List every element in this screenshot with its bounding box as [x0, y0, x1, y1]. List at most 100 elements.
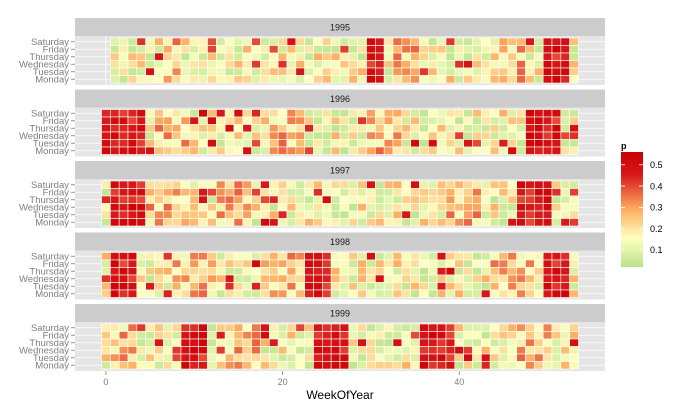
heatmap-cell: [322, 139, 332, 148]
day-label-thursday: Thursday: [29, 338, 69, 349]
heatmap-cell: [551, 188, 562, 197]
heatmap-cell: [313, 52, 323, 61]
heatmap-cell: [392, 109, 403, 118]
heatmap-cell: [454, 67, 464, 76]
heatmap-cell: [383, 52, 394, 61]
heatmap-cell: [224, 252, 235, 261]
heatmap-cell: [260, 267, 270, 276]
heatmap-cell: [260, 323, 270, 332]
heatmap-cell: [207, 180, 217, 189]
heatmap-cell: [463, 331, 473, 340]
heatmap-cell: [127, 282, 138, 291]
day-label-saturday: Saturday: [31, 109, 69, 120]
heatmap-cell: [330, 353, 341, 362]
heatmap-cell: [569, 323, 579, 332]
heatmap-cell: [110, 210, 120, 219]
heatmap-cell: [295, 346, 305, 355]
heatmap-cell: [481, 252, 491, 261]
facet-title-1996: 1996: [330, 94, 350, 104]
heatmap-cell: [154, 361, 164, 370]
heatmap-cell: [383, 131, 394, 140]
heatmap-cell: [189, 109, 199, 118]
heatmap-cell: [463, 323, 473, 332]
heatmap-cell: [136, 331, 146, 340]
heatmap-cell: [525, 353, 535, 362]
day-label-monday: Monday: [35, 218, 69, 229]
heatmap-cell: [375, 218, 385, 227]
heatmap-cell: [198, 338, 208, 347]
heatmap-cell: [180, 195, 191, 204]
heatmap-cell: [260, 353, 270, 362]
heatmap-cell: [366, 37, 376, 46]
heatmap-cell: [101, 353, 111, 362]
heatmap-cell: [410, 218, 420, 227]
heatmap-cell: [322, 124, 332, 133]
heatmap-cell: [481, 131, 491, 140]
heatmap-cell: [163, 274, 173, 283]
heatmap-cell: [171, 52, 182, 61]
heatmap-cell: [348, 124, 358, 133]
heatmap-cell: [189, 282, 199, 291]
heatmap-cell: [375, 180, 385, 189]
heatmap-cell: [163, 252, 173, 261]
heatmap-cell: [118, 139, 129, 148]
heatmap-cell: [507, 282, 517, 291]
heatmap-cell: [472, 210, 482, 219]
heatmap-cell: [154, 195, 164, 204]
heatmap-cell: [242, 323, 252, 332]
heatmap-cell: [401, 252, 411, 261]
heatmap-cell: [410, 353, 420, 362]
heatmap-cell: [269, 338, 279, 347]
heatmap-cell: [224, 346, 235, 355]
heatmap-cell: [445, 289, 456, 298]
heatmap-cell: [101, 124, 111, 133]
heatmap-cell: [322, 67, 332, 76]
heatmap-cell: [569, 274, 579, 283]
heatmap-cell: [295, 67, 305, 76]
heatmap-cell: [251, 180, 261, 189]
heatmap-cell: [269, 116, 279, 125]
heatmap-cell: [110, 259, 120, 268]
heatmap-cell: [542, 331, 553, 340]
heatmap-cell: [304, 67, 314, 76]
heatmap-cell: [260, 124, 270, 133]
heatmap-cell: [171, 124, 182, 133]
heatmap-cell: [189, 346, 199, 355]
heatmap-cell: [127, 210, 138, 219]
heatmap-cell: [180, 252, 191, 261]
heatmap-cell: [516, 218, 526, 227]
heatmap-cell: [366, 124, 376, 133]
heatmap-cell: [481, 195, 491, 204]
heatmap-cell: [525, 323, 535, 332]
heatmap-cell: [286, 361, 297, 370]
heatmap-cell: [269, 37, 279, 46]
heatmap-cell: [542, 353, 553, 362]
heatmap-cell: [322, 289, 332, 298]
heatmap-cell: [269, 203, 279, 212]
heatmap-cell: [286, 188, 297, 197]
heatmap-cell: [101, 203, 111, 212]
heatmap-cell: [198, 274, 208, 283]
day-label-thursday: Thursday: [29, 52, 69, 63]
heatmap-cell: [286, 52, 297, 61]
heatmap-cell: [348, 52, 358, 61]
heatmap-cell: [551, 52, 562, 61]
heatmap-cell: [375, 67, 385, 76]
heatmap-cell: [348, 195, 358, 204]
heatmap-cell: [304, 289, 314, 298]
heatmap-cell: [242, 131, 252, 140]
heatmap-cell: [339, 180, 350, 189]
heatmap-cell: [313, 210, 323, 219]
heatmap-cell: [507, 203, 517, 212]
heatmap-cell: [560, 252, 570, 261]
day-label-thursday: Thursday: [29, 195, 69, 206]
heatmap-cell: [286, 289, 297, 298]
heatmap-cell: [560, 274, 570, 283]
heatmap-cell: [233, 75, 244, 84]
heatmap-cell: [171, 331, 182, 340]
heatmap-cell: [339, 323, 350, 332]
heatmap-cell: [224, 338, 235, 347]
heatmap-cell: [569, 361, 579, 370]
heatmap-cell: [251, 346, 261, 355]
heatmap-cell: [375, 60, 385, 69]
